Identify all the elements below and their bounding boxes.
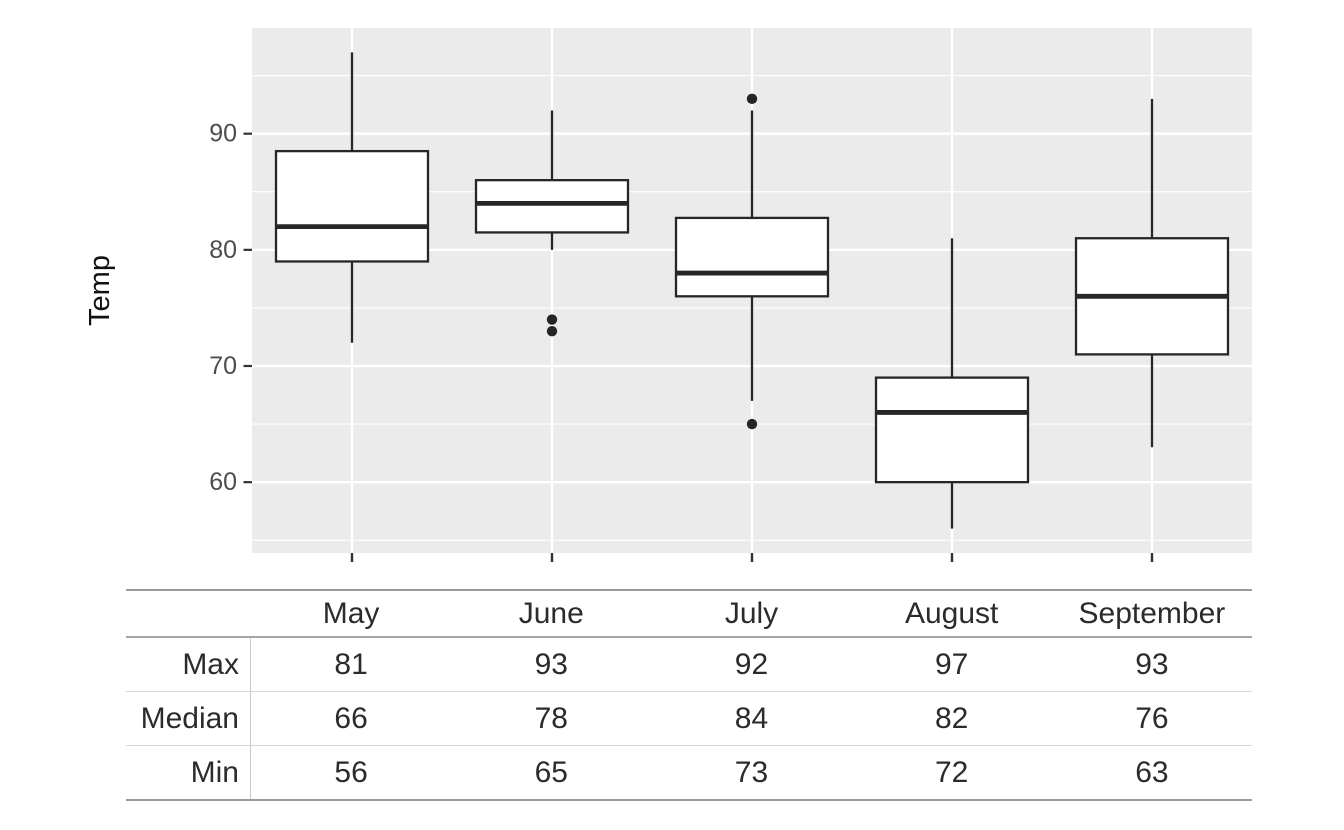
table-cell-median-may: 66 bbox=[334, 701, 368, 735]
outlier-point bbox=[746, 418, 758, 430]
outlier-point bbox=[746, 93, 758, 105]
table-cell-median-august: 82 bbox=[935, 701, 969, 735]
boxplot-may bbox=[274, 52, 430, 343]
row-label-max: Max bbox=[126, 638, 251, 691]
box-iqr bbox=[274, 149, 430, 263]
box-iqr bbox=[874, 376, 1030, 484]
table-row-median: Median 66 78 84 82 76 bbox=[126, 692, 1252, 746]
row-label-median: Median bbox=[126, 692, 251, 745]
row-label-min: Min bbox=[126, 746, 251, 799]
box-iqr bbox=[674, 216, 830, 298]
table-corner-cell bbox=[126, 591, 251, 636]
y-axis-title: Temp bbox=[82, 28, 118, 553]
column-header-august: August bbox=[904, 596, 999, 630]
table-cell-min-august: 72 bbox=[935, 755, 969, 789]
y-tick-label: 60 bbox=[209, 468, 237, 496]
table-cell-median-june: 78 bbox=[534, 701, 568, 735]
table-cell-median-july: 84 bbox=[734, 701, 769, 735]
column-header-september: September bbox=[1078, 596, 1226, 630]
table-cell-max-august: 97 bbox=[935, 647, 969, 681]
column-header-may: May bbox=[322, 596, 380, 630]
outlier-point bbox=[546, 325, 558, 337]
table-row-min: Min 56 65 73 72 63 bbox=[126, 746, 1252, 799]
boxplot-july bbox=[674, 93, 830, 430]
table-cell-min-july: 73 bbox=[734, 755, 769, 789]
box-iqr bbox=[474, 179, 630, 234]
table-cell-min-may: 56 bbox=[334, 755, 368, 789]
table-cell-max-may: 81 bbox=[334, 647, 368, 681]
column-header-june: June bbox=[518, 596, 584, 630]
y-tick-label: 80 bbox=[209, 236, 237, 264]
y-axis-title-text: Temp bbox=[83, 255, 116, 326]
table-cell-max-september: 93 bbox=[1135, 647, 1169, 681]
table-cell-min-june: 65 bbox=[534, 755, 568, 789]
boxplot-september bbox=[1074, 98, 1230, 448]
table-cell-median-september: 76 bbox=[1135, 701, 1169, 735]
boxplot-figure: 90 80 70 60 Temp bbox=[82, 28, 1252, 562]
table-cell-max-july: 92 bbox=[734, 647, 769, 681]
boxplot-chart: 90 80 70 60 bbox=[209, 28, 1252, 562]
table-header-row: May June July August September bbox=[126, 591, 1252, 638]
y-tick-label: 70 bbox=[209, 352, 237, 380]
outlier-point bbox=[546, 314, 558, 325]
table-row-max: Max 81 93 92 97 93 bbox=[126, 638, 1252, 692]
table-cell-max-june: 93 bbox=[534, 647, 568, 681]
y-tick-label: 90 bbox=[209, 120, 237, 148]
boxplot-june bbox=[474, 110, 630, 337]
stats-table: May June July August September Max 81 93 92 97 93 M… bbox=[126, 589, 1252, 801]
column-header-july: July bbox=[724, 596, 779, 630]
table-cell-min-september: 63 bbox=[1135, 755, 1169, 789]
boxplot-august bbox=[874, 238, 1030, 529]
